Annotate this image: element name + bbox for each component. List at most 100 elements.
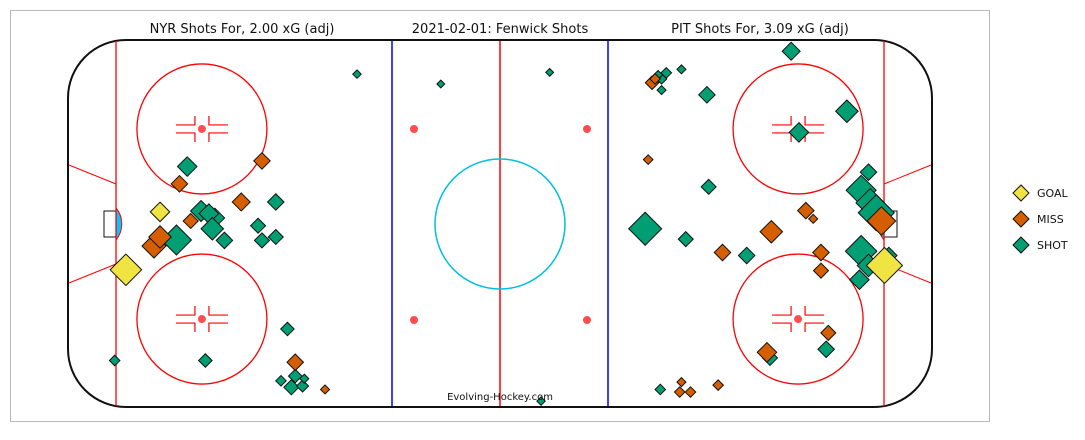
shot-marker-shot bbox=[275, 374, 287, 387]
shot-marker-miss bbox=[253, 151, 271, 170]
shot-marker-miss bbox=[807, 213, 819, 225]
shot-marker-shot bbox=[249, 217, 267, 234]
credit-text: Evolving-Hockey.com bbox=[447, 392, 553, 403]
title-right: PIT Shots For, 3.09 xG (adj) bbox=[671, 22, 849, 37]
shot-marker-shot bbox=[834, 99, 859, 124]
shot-marker-shot bbox=[295, 379, 310, 393]
shot-marker-shot bbox=[287, 368, 303, 384]
shot-marker-miss bbox=[649, 72, 662, 85]
shot-marker-shot bbox=[700, 178, 717, 196]
shot-marker-shot bbox=[654, 383, 667, 396]
faceoff-hash-mark bbox=[175, 132, 196, 142]
shot-marker-goal bbox=[149, 201, 171, 223]
shot-marker-shot bbox=[266, 193, 285, 211]
legend-label-miss: MISS bbox=[1037, 213, 1064, 226]
shot-marker-shot bbox=[536, 396, 546, 407]
faceoff-dot bbox=[197, 124, 206, 133]
legend-label-goal: GOAL bbox=[1037, 187, 1069, 200]
shot-marker-miss bbox=[820, 324, 837, 342]
shot-marker-shot bbox=[848, 269, 870, 291]
shot-marker-miss bbox=[319, 384, 331, 395]
shot-marker-shot bbox=[436, 79, 446, 89]
faceoff-hash-mark bbox=[772, 115, 792, 126]
shot-markers bbox=[108, 41, 904, 407]
shot-marker-shot bbox=[697, 85, 716, 104]
center-faceoff-circle bbox=[434, 158, 566, 290]
shot-marker-miss bbox=[712, 379, 725, 392]
shot-marker-miss bbox=[148, 225, 172, 249]
shot-marker-miss bbox=[713, 243, 732, 262]
shot-marker-shot bbox=[197, 353, 213, 368]
shot-marker-miss bbox=[812, 243, 830, 262]
shot-marker-shot bbox=[660, 66, 673, 79]
left-goal-net bbox=[103, 210, 116, 238]
shot-marker-shot bbox=[737, 246, 756, 265]
faceoff-hash-mark bbox=[208, 322, 228, 333]
left-trapezoid-bottom bbox=[68, 263, 117, 284]
shot-marker-miss bbox=[231, 192, 251, 212]
faceoff-circle bbox=[136, 63, 268, 195]
neutral-dot bbox=[410, 125, 418, 133]
neutral-dot bbox=[583, 316, 591, 324]
shot-marker-shot bbox=[817, 340, 836, 359]
shot-marker-shot bbox=[176, 156, 198, 178]
shot-marker-miss bbox=[759, 219, 784, 244]
faceoff-hash-mark bbox=[175, 306, 196, 316]
shot-marker-shot bbox=[781, 41, 801, 61]
faceoff-circle bbox=[136, 253, 268, 385]
shot-marker-goal bbox=[865, 246, 904, 285]
faceoff-hash-mark bbox=[772, 306, 792, 316]
shot-marker-miss bbox=[182, 212, 199, 230]
shot-marker-miss bbox=[684, 386, 697, 399]
shot-marker-shot bbox=[676, 64, 687, 75]
shot-marker-shot bbox=[108, 354, 121, 367]
title-left: NYR Shots For, 2.00 xG (adj) bbox=[150, 22, 335, 37]
shot-marker-shot bbox=[788, 121, 810, 143]
faceoff-dot bbox=[197, 315, 206, 324]
faceoff-dot bbox=[794, 315, 803, 324]
shot-marker-shot bbox=[267, 228, 284, 246]
shot-marker-shot bbox=[215, 231, 234, 250]
shot-marker-shot bbox=[859, 163, 878, 182]
legend: GOAL MISS SHOT bbox=[1012, 184, 1069, 254]
faceoff-hash-mark bbox=[804, 115, 825, 126]
shot-marker-shot bbox=[200, 216, 225, 241]
legend-swatch-miss bbox=[1012, 210, 1030, 228]
faceoff-circle bbox=[732, 253, 864, 385]
shot-marker-miss bbox=[812, 262, 830, 279]
shot-marker-miss bbox=[642, 154, 654, 166]
left-trapezoid-top bbox=[68, 164, 117, 185]
rink bbox=[67, 39, 933, 408]
right-trapezoid-top bbox=[883, 164, 932, 185]
legend-swatch-shot bbox=[1012, 236, 1030, 254]
faceoff-hash-mark bbox=[175, 322, 196, 333]
shot-marker-shot bbox=[545, 67, 555, 77]
shot-marker-shot bbox=[352, 69, 362, 80]
neutral-dot bbox=[583, 125, 591, 133]
shot-marker-shot bbox=[279, 321, 295, 337]
shot-marker-miss bbox=[756, 341, 778, 363]
faceoff-hash-mark bbox=[208, 306, 228, 316]
faceoff-circle bbox=[732, 63, 864, 195]
shot-marker-miss bbox=[286, 353, 305, 372]
faceoff-hash-mark bbox=[804, 306, 825, 316]
shot-marker-shot bbox=[656, 84, 667, 96]
shot-marker-miss bbox=[866, 206, 897, 236]
legend-swatch-goal bbox=[1012, 184, 1030, 202]
faceoff-hash-mark bbox=[772, 322, 792, 333]
shot-marker-miss bbox=[796, 201, 815, 220]
legend-label-shot: SHOT bbox=[1037, 239, 1068, 252]
shot-marker-shot bbox=[299, 373, 310, 384]
shot-marker-goal bbox=[109, 253, 143, 287]
shot-marker-shot bbox=[627, 211, 663, 246]
shot-marker-shot bbox=[283, 379, 300, 396]
shot-marker-shot bbox=[677, 230, 694, 248]
faceoff-hash-mark bbox=[175, 115, 196, 126]
shot-marker-miss bbox=[676, 376, 687, 388]
title-center: 2021-02-01: Fenwick Shots bbox=[412, 22, 589, 37]
shot-marker-shot bbox=[253, 232, 271, 249]
faceoff-hash-mark bbox=[208, 115, 228, 126]
shot-marker-miss bbox=[170, 174, 189, 193]
neutral-dot bbox=[410, 316, 418, 324]
